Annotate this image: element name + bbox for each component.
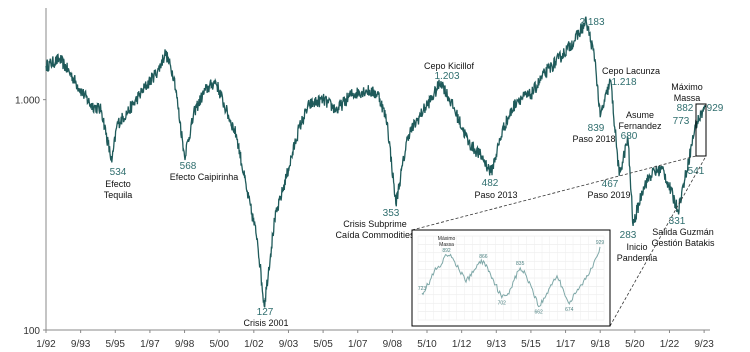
annotation-value: 773	[673, 116, 690, 127]
x-tick-label: 9/18	[590, 339, 610, 350]
x-tick-label: 1/07	[348, 339, 368, 350]
inset-line	[421, 246, 601, 308]
annotation-label: Salida Guzmán Gestión Batakis	[651, 227, 715, 248]
inset-annotation-label: Máximo Massa	[438, 236, 456, 248]
x-tick-label: 9/13	[487, 339, 507, 350]
x-tick-label: 9/98	[175, 339, 195, 350]
annotation-value: 482	[482, 178, 499, 189]
annotation-value: 127	[257, 307, 274, 318]
x-tick-label: 1/22	[660, 339, 680, 350]
x-tick-label: 9/93	[71, 339, 91, 350]
annotation-label: Crisis 2001	[243, 318, 288, 328]
annotation-value: 929	[707, 103, 724, 114]
inset-value: 702	[498, 301, 507, 307]
annotation-value: 2.183	[579, 17, 604, 28]
annotation-label: Efecto Tequila	[104, 179, 133, 200]
annotation-value: 882	[677, 103, 694, 114]
annotation-label: Paso 2013	[474, 190, 517, 200]
x-tick-label: 5/05	[313, 339, 333, 350]
x-tick-label: 9/03	[279, 339, 299, 350]
highlight-box	[695, 103, 707, 157]
inset-value: 866	[479, 254, 488, 260]
inset-value: 723	[418, 286, 427, 292]
annotation-label: Paso 2018	[572, 134, 615, 144]
annotation-label: Máximo Massa	[671, 82, 703, 103]
y-tick-label: 1.000	[15, 96, 40, 107]
inset-value: 892	[442, 248, 451, 254]
y-tick-label: 100	[23, 326, 40, 337]
annotation-label: Crisis Subprime Caída Commodities	[335, 219, 415, 240]
annotation-value: 353	[383, 208, 400, 219]
annotation-label: Cepo Kicillof	[424, 61, 475, 71]
annotation-value: 331	[669, 216, 686, 227]
series-line	[45, 16, 707, 308]
inset-value: 835	[516, 261, 525, 267]
inset-value: 929	[596, 240, 605, 246]
x-tick-label: 9/23	[694, 339, 714, 350]
x-tick-label: 5/10	[417, 339, 437, 350]
annotation-value: 568	[180, 161, 197, 172]
x-tick-label: 1/12	[452, 339, 472, 350]
annotation-value: 283	[620, 230, 637, 241]
annotation-value: 1.203	[434, 71, 459, 82]
x-tick-label: 1/02	[244, 339, 264, 350]
x-tick-label: 9/08	[383, 339, 403, 350]
axes: 100 1.000 1/92 9/93 5/95 1/97 9/98 5/00 1/02 9/03…	[15, 8, 714, 350]
annotation-value: 1.218	[611, 77, 636, 88]
series-layer	[45, 16, 707, 308]
inset-value: 674	[565, 307, 574, 313]
annotation-label: Inicio Pandemia	[617, 242, 658, 263]
x-tick-label: 1/92	[36, 339, 56, 350]
x-tick-label: 1/17	[556, 339, 576, 350]
annotation-label: Cepo Lacunza	[602, 66, 660, 76]
inset-connector	[411, 155, 697, 231]
x-tick-label: 5/00	[209, 339, 229, 350]
annotation-value: 534	[110, 167, 127, 178]
annotation-label: Asume Fernandez	[618, 110, 662, 131]
inset-value: 662	[534, 310, 543, 316]
annotation-value: 839	[588, 123, 605, 134]
x-tick-label: 5/20	[625, 339, 645, 350]
annotation-label: Efecto Caipirinha	[170, 172, 239, 182]
annotation-label: Paso 2019	[587, 190, 630, 200]
x-tick-label: 5/15	[521, 339, 541, 350]
annotation-value: 467	[602, 179, 619, 190]
x-tick-label: 5/95	[106, 339, 126, 350]
annotation-value: 541	[688, 166, 705, 177]
x-tick-label: 1/97	[140, 339, 160, 350]
inset-connector	[609, 155, 707, 327]
annotation-value: 680	[621, 131, 638, 142]
